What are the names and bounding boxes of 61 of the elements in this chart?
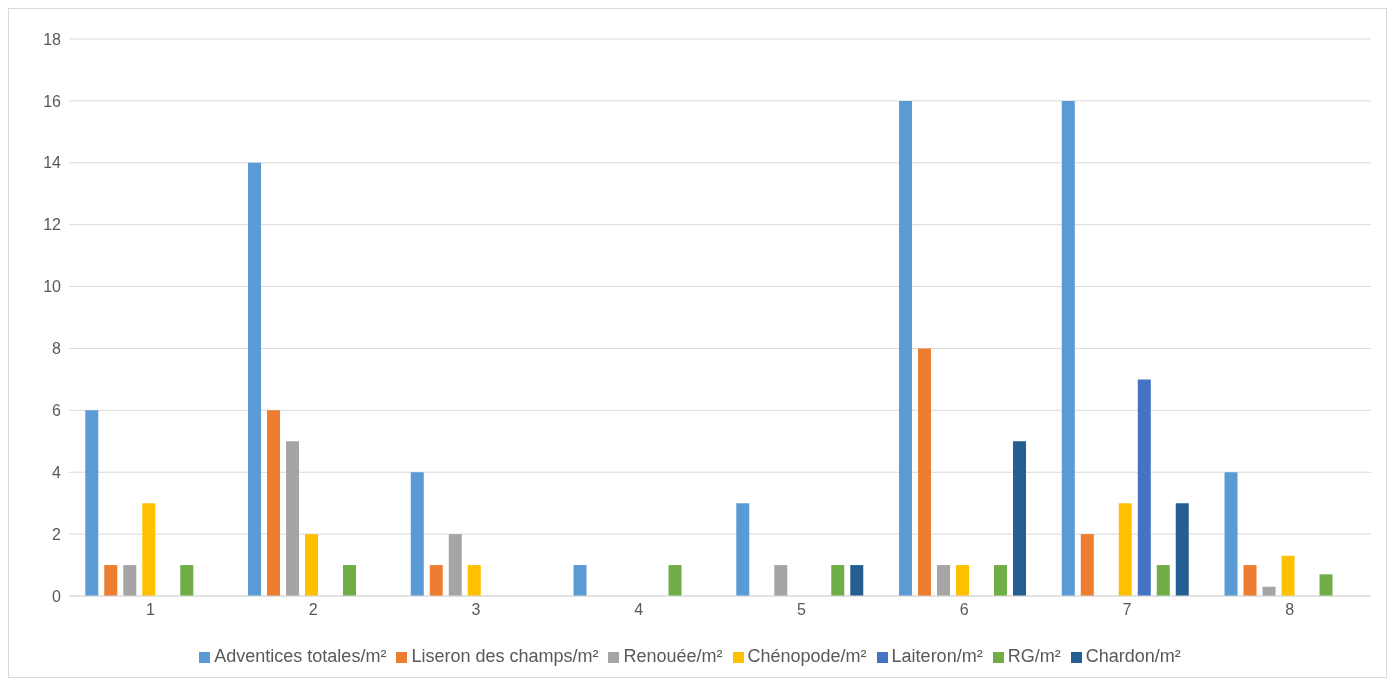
bar (1118, 503, 1132, 596)
legend-label: RG/m² (1007, 646, 1061, 666)
y-tick-label: 6 (52, 402, 62, 420)
bar (1224, 472, 1238, 596)
x-tick-label: 6 (959, 601, 969, 619)
bar (85, 410, 99, 596)
bar (1137, 379, 1151, 596)
legend-label: Adventices totales/m² (214, 646, 387, 666)
y-tick-label: 10 (43, 278, 62, 296)
bar (956, 565, 970, 596)
legend-label: Renouée/m² (623, 646, 723, 666)
bar (248, 162, 262, 596)
bar (850, 565, 864, 596)
x-tick-label: 2 (308, 601, 318, 619)
bar (1156, 565, 1170, 596)
bar (1061, 100, 1075, 596)
bar (1319, 574, 1333, 596)
bar (899, 100, 913, 596)
legend-label: Liseron des champs/m² (411, 646, 599, 666)
bar (123, 565, 137, 596)
bar (994, 565, 1008, 596)
bar (467, 565, 481, 596)
bar (1175, 503, 1189, 596)
bar (736, 503, 750, 596)
x-tick-label: 8 (1285, 601, 1295, 619)
x-tick-label: 5 (796, 601, 806, 619)
legend-label: Laiteron/m² (891, 646, 983, 666)
x-tick-label: 3 (471, 601, 481, 619)
y-tick-label: 8 (52, 340, 62, 358)
y-tick-label: 18 (43, 30, 62, 48)
bar (343, 565, 357, 596)
bar (918, 348, 932, 596)
bar (448, 534, 462, 596)
bar (774, 565, 788, 596)
bar (1080, 534, 1094, 596)
x-tick-label: 1 (145, 601, 155, 619)
bar (831, 565, 845, 596)
bar (429, 565, 443, 596)
y-tick-label: 12 (43, 216, 62, 234)
bar (286, 441, 300, 596)
bar (104, 565, 118, 596)
x-tick-label: 4 (634, 601, 644, 619)
bar (267, 410, 281, 596)
y-tick-label: 16 (43, 92, 62, 110)
bar (937, 565, 951, 596)
bar (410, 472, 424, 596)
bar (1243, 565, 1257, 596)
y-tick-label: 2 (52, 525, 62, 543)
bar (1013, 441, 1027, 596)
bar (573, 565, 587, 596)
bar (305, 534, 319, 596)
bar (668, 565, 682, 596)
legend-label: Chardon/m² (1085, 646, 1181, 666)
bar (180, 565, 194, 596)
y-tick-label: 0 (52, 587, 62, 605)
bar (1281, 555, 1295, 596)
bar (142, 503, 156, 596)
y-tick-label: 4 (52, 463, 62, 481)
x-tick-label: 7 (1122, 601, 1132, 619)
y-tick-label: 14 (43, 154, 62, 172)
legend-label: Chénopode/m² (747, 646, 867, 666)
